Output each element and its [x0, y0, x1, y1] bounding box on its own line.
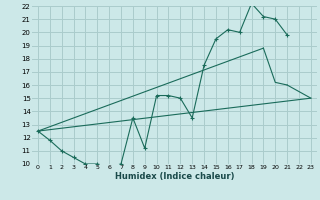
X-axis label: Humidex (Indice chaleur): Humidex (Indice chaleur): [115, 172, 234, 181]
